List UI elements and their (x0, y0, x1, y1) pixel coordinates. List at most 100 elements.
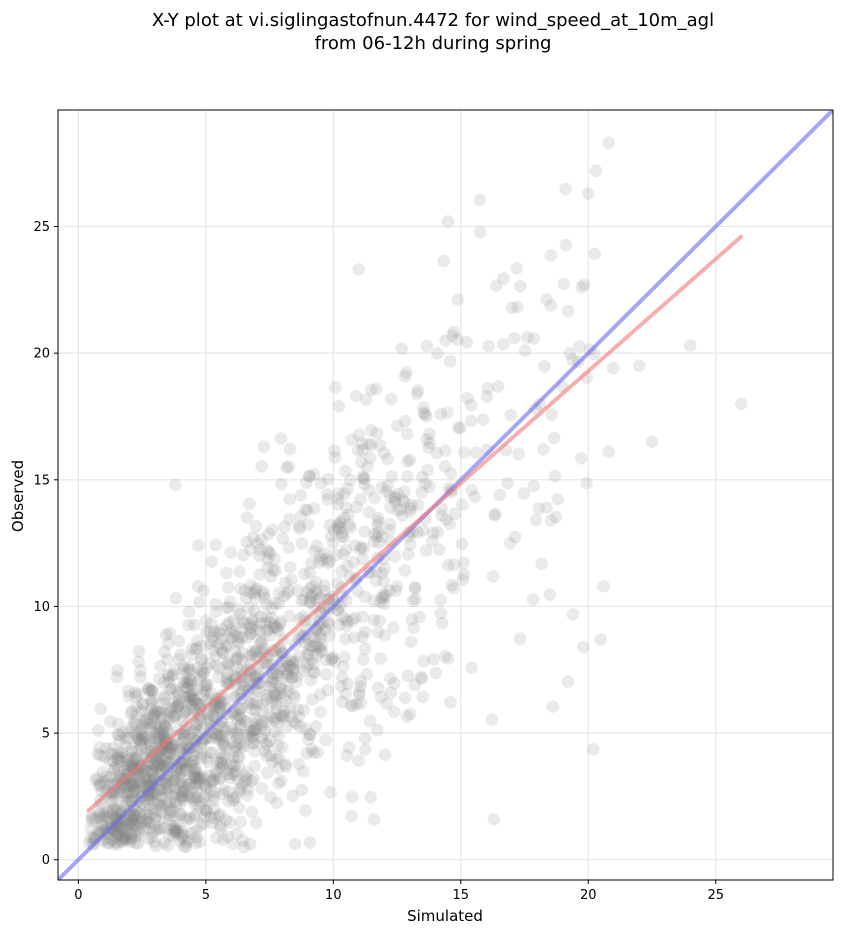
scatter-point (135, 729, 148, 742)
y-tick-label: 5 (42, 727, 50, 742)
scatter-point (153, 823, 167, 836)
scatter-point (566, 608, 580, 621)
scatter-point (307, 665, 321, 678)
scatter-point (372, 511, 385, 525)
scatter-point (374, 652, 387, 665)
scatter-point (199, 780, 213, 793)
scatter-point (246, 729, 259, 743)
scatter-point (186, 684, 200, 697)
scatter-point (199, 793, 213, 806)
scatter-point (295, 594, 308, 607)
scatter-point (191, 683, 204, 696)
scatter-point (197, 688, 211, 702)
scatter-point (323, 554, 337, 568)
scatter-point (189, 791, 202, 805)
scatter-point (112, 746, 125, 759)
scatter-point (133, 775, 147, 788)
scatter-point (204, 637, 217, 650)
scatter-point (363, 451, 377, 465)
scatter-point (142, 682, 155, 696)
scatter-point (186, 755, 199, 768)
scatter-point (316, 553, 329, 567)
scatter-point (375, 481, 389, 494)
scatter-point (260, 738, 273, 751)
scatter-point (392, 487, 405, 501)
scatter-point (358, 732, 372, 745)
scatter-point (273, 662, 287, 676)
scatter-point (200, 751, 213, 765)
scatter-point (119, 731, 132, 745)
scatter-point (118, 833, 132, 846)
scatter-point (261, 561, 274, 574)
scatter-point (378, 748, 392, 761)
scatter-point (549, 510, 563, 524)
scatter-point (304, 673, 318, 687)
scatter-point (268, 552, 281, 566)
scatter-point (261, 766, 274, 780)
scatter-point (249, 723, 262, 736)
scatter-point (146, 685, 159, 698)
scatter-point (194, 819, 208, 832)
scatter-point (119, 751, 133, 764)
scatter-point (168, 795, 182, 808)
scatter-point (156, 791, 169, 804)
scatter-point (357, 472, 370, 485)
scatter-point (180, 681, 193, 695)
scatter-point (160, 725, 173, 739)
scatter-point (149, 810, 163, 824)
scatter-point (248, 723, 261, 736)
scatter-point (345, 790, 359, 804)
scatter-point (375, 566, 389, 580)
scatter-point (159, 796, 173, 810)
scatter-point (116, 822, 129, 836)
scatter-point (285, 671, 299, 684)
scatter-point (183, 673, 196, 687)
scatter-point (190, 697, 203, 711)
scatter-point (302, 733, 315, 746)
scatter-point (246, 648, 260, 661)
scatter-point (269, 564, 282, 577)
scatter-point (158, 783, 171, 796)
scatter-point (314, 632, 327, 645)
scatter-point (150, 754, 164, 767)
scatter-point (171, 699, 184, 712)
scatter-point (279, 694, 293, 708)
scatter-point (236, 646, 249, 660)
scatter-point (222, 581, 235, 594)
scatter-point (383, 523, 396, 537)
scatter-point (125, 744, 138, 758)
scatter-point (185, 642, 199, 656)
scatter-point (189, 808, 202, 821)
scatter-point (169, 701, 182, 714)
scatter-point (180, 836, 193, 849)
scatter-point (224, 632, 238, 645)
scatter-point (268, 686, 282, 699)
scatter-point (575, 280, 588, 294)
scatter-point (148, 720, 162, 733)
scatter-point (172, 822, 185, 836)
scatter-point (395, 509, 409, 522)
scatter-point (207, 635, 220, 648)
scatter-point (190, 830, 204, 844)
scatter-point (134, 816, 147, 829)
scatter-point (270, 621, 284, 635)
scatter-point (318, 579, 331, 592)
scatter-point (482, 339, 496, 353)
scatter-point (141, 815, 154, 829)
scatter-point (133, 781, 146, 795)
scatter-point (162, 670, 175, 684)
scatter-point (175, 825, 189, 838)
scatter-point (102, 836, 115, 850)
scatter-point (181, 774, 194, 787)
scatter-point (248, 703, 262, 717)
scatter-point (303, 642, 316, 656)
scatter-point (224, 546, 238, 559)
scatter-point (237, 548, 250, 562)
scatter-point (174, 807, 187, 821)
scatter-point (192, 539, 205, 552)
scatter-point (193, 669, 207, 683)
scatter-point (247, 697, 260, 711)
scatter-point (86, 814, 99, 828)
scatter-point (398, 369, 412, 383)
scatter-point (175, 790, 189, 804)
